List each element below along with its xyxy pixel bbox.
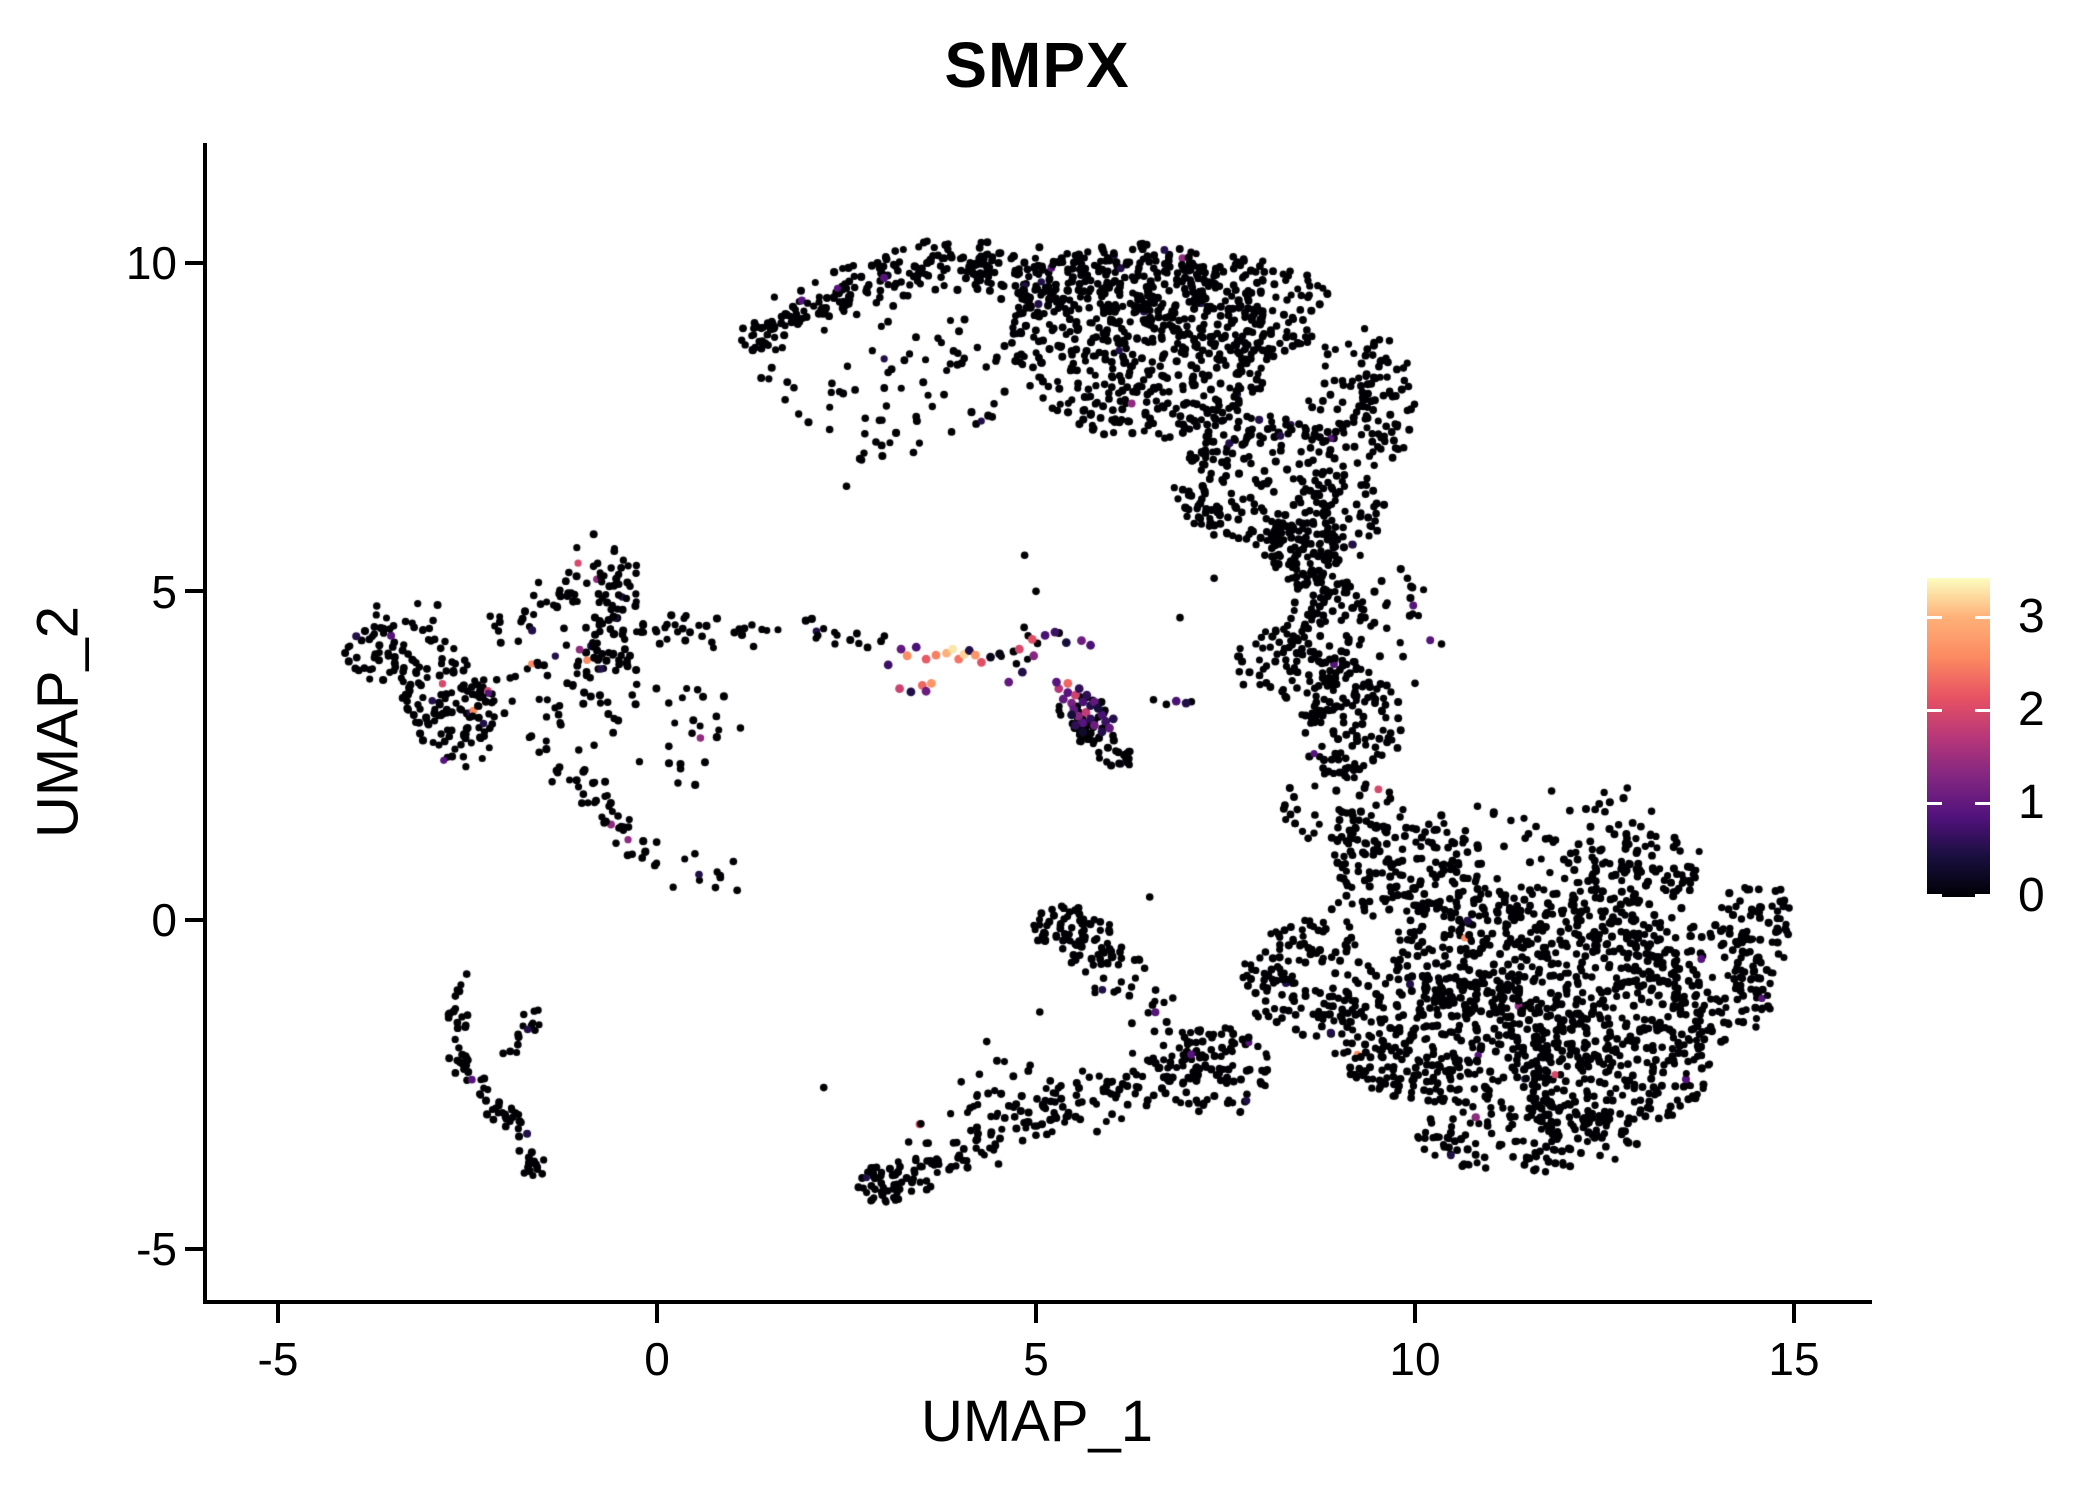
colorbar-tick-mark: [1975, 616, 1990, 620]
colorbar-tick-label-0: 0: [2018, 869, 2045, 922]
colorbar-tick-label-3: 3: [2018, 590, 2045, 643]
x-tick-mark: [1413, 1304, 1417, 1323]
colorbar-tick-mark: [1927, 894, 1942, 897]
x-axis-line: [203, 1300, 1872, 1304]
y-axis-title: UMAP_2: [25, 605, 91, 839]
colorbar-tick-mark: [1975, 894, 1990, 897]
y-tick-mark: [185, 1247, 204, 1251]
y-tick-label: -5: [136, 1223, 177, 1275]
x-tick-mark: [276, 1304, 280, 1323]
colorbar-tick-mark: [1927, 616, 1942, 620]
plot-title: SMPX: [944, 29, 1130, 101]
x-tick-label: 10: [1389, 1333, 1441, 1385]
colorbar-tick-mark: [1927, 709, 1942, 713]
x-tick-label: 15: [1768, 1333, 1820, 1385]
colorbar-tick-label-1: 1: [2018, 776, 2045, 829]
y-tick-label: 10: [125, 237, 177, 289]
x-tick-label: 0: [644, 1333, 670, 1385]
y-tick-mark: [185, 918, 204, 922]
x-tick-mark: [1034, 1304, 1038, 1323]
y-tick-mark: [185, 589, 204, 593]
colorbar-tick-label-2: 2: [2018, 683, 2045, 736]
x-tick-mark: [1792, 1304, 1796, 1323]
x-tick-mark: [655, 1304, 659, 1323]
x-axis-title: UMAP_1: [920, 1389, 1154, 1454]
x-tick-label: 5: [1023, 1333, 1049, 1385]
y-tick-label: 0: [151, 894, 177, 946]
colorbar-tick-mark: [1975, 802, 1990, 806]
y-axis-line: [203, 143, 207, 1304]
x-tick-label: -5: [257, 1333, 299, 1385]
colorbar-tick-mark: [1927, 802, 1942, 806]
colorbar-gradient: [1927, 578, 1990, 897]
y-tick-label: 5: [151, 566, 177, 618]
y-tick-mark: [185, 261, 204, 265]
colorbar-tick-mark: [1975, 709, 1990, 713]
